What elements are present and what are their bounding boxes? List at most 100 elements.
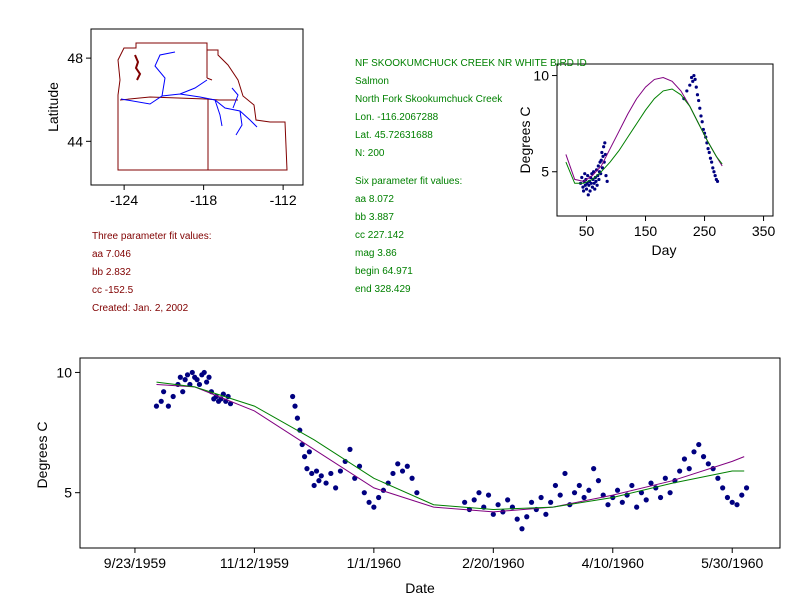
site-sample-count: N: 200	[355, 148, 385, 159]
main-chart-data-point	[333, 485, 339, 491]
main-chart-xtick-label: 4/10/1960	[582, 555, 644, 571]
small-chart-data-point	[711, 166, 715, 170]
main-chart-data-point	[182, 377, 188, 383]
main-chart-data-point	[299, 441, 305, 448]
main-chart-data-point	[194, 377, 200, 383]
six-param-aa: aa 8.072	[355, 194, 394, 205]
small-chart-data-point	[601, 154, 605, 158]
main-chart-data-point	[290, 393, 296, 400]
main-chart-data-point	[562, 470, 568, 477]
three-param-header: Three parameter fit values:	[92, 231, 212, 242]
main-chart-data-point	[500, 509, 506, 515]
main-chart-xtick-label: 2/20/1960	[462, 555, 524, 571]
created-date: Created: Jan. 2, 2002	[92, 303, 189, 314]
main-chart-data-point	[514, 516, 520, 522]
six-param-cc: cc 227.142	[355, 230, 404, 241]
small-chart-data-point	[595, 183, 599, 187]
main-chart-data-point	[495, 502, 501, 508]
main-chart-data-point	[739, 492, 745, 498]
small-chart-ytick-label: 10	[533, 68, 549, 84]
small-chart-data-point	[695, 93, 700, 97]
main-chart-data-point	[734, 502, 740, 508]
map-xtick-label: -124	[110, 192, 138, 208]
map-ylabel: Latitude	[45, 82, 61, 132]
small-chart-data-point	[580, 175, 584, 180]
main-chart-data-point	[677, 468, 683, 474]
small-chart-data-point	[701, 127, 705, 132]
main-chart-data-point	[715, 475, 721, 481]
small-chart-data-point	[603, 141, 607, 145]
small-chart-data-point	[694, 85, 698, 89]
main-chart-xtick-label: 1/1/1960	[347, 555, 402, 571]
three-param-block: Three parameter fit values: aa 7.046 bb …	[92, 228, 212, 318]
six-param-bb: bb 3.887	[355, 212, 394, 223]
main-chart-xtick-label: 9/23/1959	[104, 555, 166, 571]
main-chart-data-point	[691, 449, 697, 455]
main-chart-data-point	[595, 478, 602, 484]
main-chart-data-point	[743, 485, 750, 491]
small-chart-data-point	[697, 98, 701, 103]
small-chart-data-point	[604, 173, 608, 178]
main-chart-ytick-label: 10	[56, 364, 72, 380]
main-chart-data-point	[328, 470, 334, 477]
map-xtick-label: -112	[270, 192, 297, 208]
small-chart-xtick-label: 250	[693, 223, 717, 239]
small-chart-data-point	[590, 185, 595, 189]
main-chart-data-point	[356, 463, 363, 469]
main-chart-data-point	[681, 456, 688, 462]
six-param-block: Six parameter fit values: aa 8.072 bb 3.…	[355, 173, 462, 299]
main-chart-data-point	[304, 466, 310, 472]
small-chart-ylabel: Degrees C	[517, 107, 533, 174]
map-ytick-label: 48	[67, 50, 83, 66]
main-chart-data-point	[476, 490, 482, 496]
main-chart-data-point	[720, 485, 726, 491]
map-ytick-label: 44	[67, 133, 83, 149]
main-chart-xtick-label: 5/30/1960	[701, 555, 763, 571]
main-chart-data-point	[657, 494, 664, 501]
small-chart-data-point	[591, 170, 596, 174]
main-chart-data-point	[309, 470, 315, 477]
main-chart-data-point	[524, 514, 530, 520]
three-param-aa: aa 7.046	[92, 249, 131, 260]
main-chart-data-point	[361, 490, 367, 496]
main-chart-data-point	[548, 499, 554, 505]
site-latitude: Lat. 45.72631688	[355, 130, 433, 141]
main-chart-data-point	[696, 441, 702, 448]
small-chart-xtick-label: 50	[579, 223, 595, 239]
main-chart-data-point	[395, 461, 401, 467]
site-name: NF SKOOKUMCHUCK CREEK NR WHITE BIRD ID	[355, 58, 587, 69]
main-chart-data-point	[576, 482, 582, 489]
main-chart-data-point	[177, 374, 183, 380]
main-chart-data-point	[292, 403, 298, 409]
small-chart-data-point	[600, 150, 604, 155]
main-chart-data-point	[519, 526, 525, 532]
main-chart-panel: Degrees C Date 9/23/1959 11/12/1959 1/1/19…	[34, 357, 781, 596]
main-chart-data-point	[196, 381, 203, 388]
main-chart-data-point	[371, 504, 377, 510]
small-chart-data-point	[708, 156, 713, 160]
main-chart-ylabel: Degrees C	[34, 422, 50, 489]
small-chart-data-point	[597, 177, 601, 182]
main-chart-data-point	[619, 499, 625, 505]
main-chart-data-point	[165, 403, 171, 409]
small-chart-data-point	[586, 193, 590, 197]
main-chart-data-point	[301, 454, 308, 460]
small-chart-ytick-label: 5	[541, 164, 549, 180]
small-chart-data-point	[599, 158, 603, 162]
main-chart-data-point	[294, 415, 301, 421]
small-chart-data-point	[584, 187, 589, 191]
main-chart-data-point	[686, 466, 692, 472]
small-chart-data-point	[594, 179, 598, 183]
small-chart-data-point	[586, 173, 590, 178]
small-chart-data-point	[688, 83, 692, 87]
main-chart-data-point	[662, 475, 668, 481]
map-rivers	[120, 51, 258, 136]
small-chart-data-point	[605, 179, 609, 183]
main-chart-data-point	[170, 393, 176, 400]
main-chart-data-point	[705, 461, 711, 467]
small-chart-data-point	[589, 181, 593, 185]
main-chart-data-point	[153, 403, 160, 409]
main-chart-data-point	[729, 499, 735, 505]
main-chart-data-point	[347, 446, 353, 452]
